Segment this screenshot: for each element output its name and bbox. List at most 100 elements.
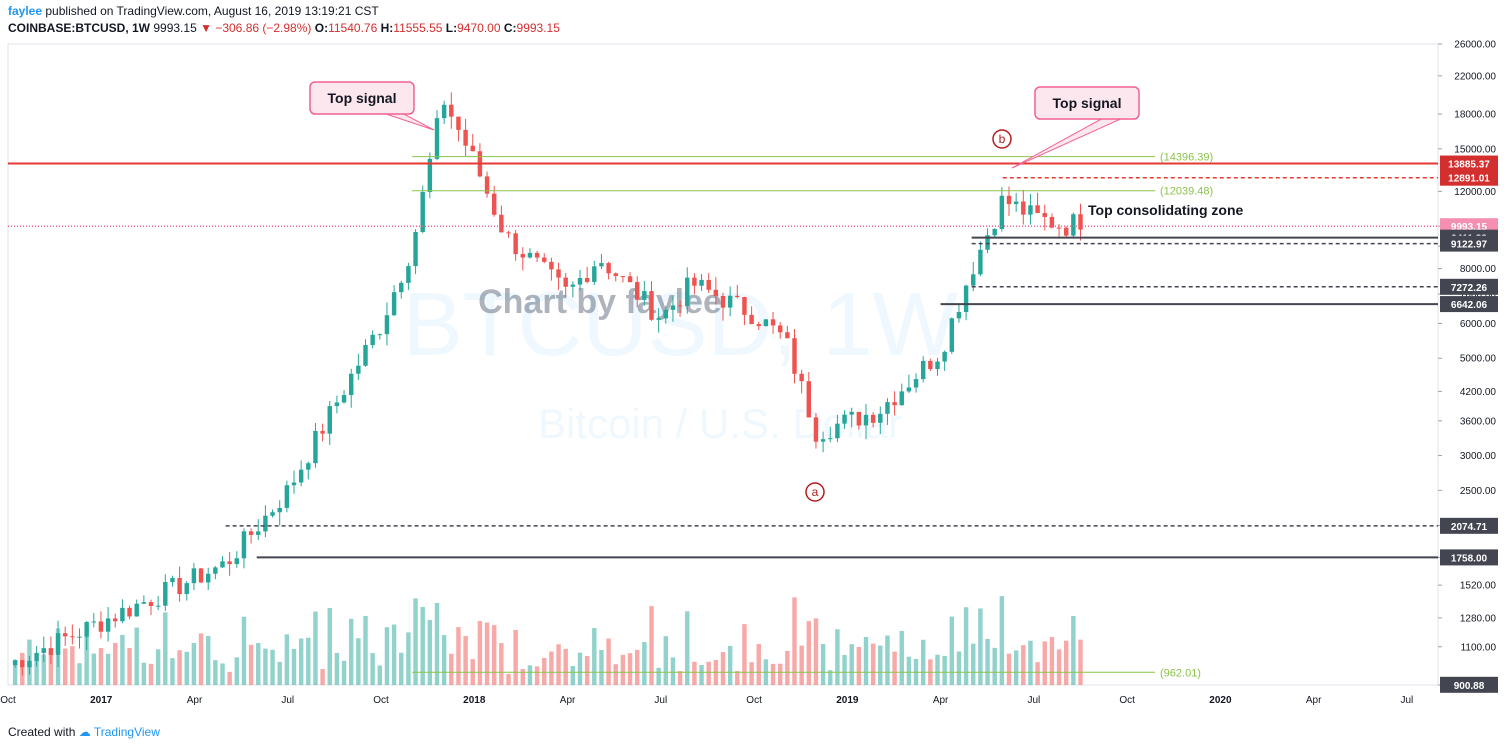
x-tick-label: Jul bbox=[654, 695, 667, 706]
volume-bar bbox=[627, 653, 633, 685]
candle-body bbox=[1013, 201, 1019, 205]
y-tick-label: 1100.00 bbox=[1461, 642, 1497, 653]
volume-bar bbox=[484, 622, 490, 685]
candle-body bbox=[1021, 201, 1026, 215]
candle-body bbox=[134, 603, 139, 617]
x-tick-label: Jul bbox=[281, 695, 294, 706]
volume-bar bbox=[270, 649, 275, 685]
volume-bar bbox=[434, 602, 440, 685]
open-value: 11540.76 bbox=[328, 21, 378, 35]
volume-bar bbox=[870, 643, 876, 685]
candle-body bbox=[434, 118, 440, 159]
volume-bar bbox=[134, 627, 139, 685]
volume-bar bbox=[263, 648, 268, 685]
candle-body bbox=[656, 318, 661, 320]
candle-body bbox=[205, 573, 211, 583]
volume-bar bbox=[34, 660, 39, 685]
candle-body bbox=[62, 633, 68, 637]
candle-body bbox=[1063, 227, 1069, 236]
volume-bar bbox=[906, 656, 912, 685]
y-tick-label: 1280.00 bbox=[1460, 613, 1497, 624]
volume-bar bbox=[720, 652, 726, 685]
volume-bar bbox=[98, 648, 104, 685]
candle-body bbox=[370, 334, 375, 346]
volume-bar bbox=[205, 635, 211, 685]
candle-body bbox=[220, 561, 225, 568]
callout-top-signal-2017-text: Top signal bbox=[328, 90, 397, 106]
volume-bar bbox=[606, 638, 611, 685]
candle-body bbox=[1028, 205, 1033, 215]
volume-bar bbox=[806, 621, 812, 685]
volume-bar bbox=[649, 606, 654, 685]
volume-bar bbox=[248, 644, 254, 685]
volume-bar bbox=[735, 671, 740, 685]
volume-bar bbox=[413, 598, 418, 685]
candle-body bbox=[320, 430, 325, 434]
candle-body bbox=[634, 282, 640, 300]
candle-body bbox=[727, 295, 733, 308]
candle-body bbox=[670, 305, 676, 310]
volume-bar bbox=[1049, 637, 1055, 685]
plot-area[interactable] bbox=[7, 43, 1439, 686]
candle-body bbox=[971, 274, 976, 286]
candle-body bbox=[155, 605, 161, 607]
candle-body bbox=[942, 351, 947, 362]
volume-bar bbox=[963, 607, 969, 685]
candle-body bbox=[770, 319, 776, 326]
candle-body bbox=[341, 395, 347, 403]
open-label: O: bbox=[314, 21, 329, 35]
callout-top-signal-2019-box[interactable] bbox=[1034, 86, 1140, 120]
volume-bar bbox=[234, 657, 240, 685]
tradingview-link[interactable]: TradingView bbox=[93, 725, 160, 739]
candle-body bbox=[363, 345, 368, 366]
volume-bar bbox=[406, 632, 411, 685]
candle-body bbox=[306, 463, 311, 470]
last-price: 9993.15 bbox=[153, 21, 197, 35]
y-tick-label: 7000.00 bbox=[1460, 290, 1497, 301]
candle-body bbox=[749, 314, 754, 325]
volume-bar bbox=[949, 616, 955, 685]
volume-bar bbox=[141, 662, 147, 685]
volume-bar bbox=[592, 627, 597, 685]
volume-bar bbox=[184, 651, 189, 685]
candle-body bbox=[177, 578, 182, 595]
candle-body bbox=[148, 602, 154, 607]
volume-bar bbox=[542, 657, 547, 685]
candle-body bbox=[298, 469, 304, 483]
x-tick-label: Apr bbox=[187, 695, 203, 706]
volume-bar bbox=[1006, 653, 1012, 685]
candle-body bbox=[1042, 213, 1047, 217]
candle-body bbox=[777, 325, 783, 333]
wave-a-marker: a bbox=[812, 485, 819, 499]
candle-body bbox=[913, 379, 919, 388]
volume-bar bbox=[785, 650, 790, 685]
candle-body bbox=[649, 291, 654, 320]
candle-body bbox=[756, 324, 761, 327]
volume-bar bbox=[477, 620, 483, 685]
callout-top-signal-2017-box[interactable] bbox=[309, 81, 415, 115]
volume-bar bbox=[971, 643, 976, 685]
candle-body bbox=[170, 578, 175, 583]
volume-bar bbox=[220, 663, 225, 685]
candle-body bbox=[499, 214, 504, 233]
volume-bar bbox=[327, 608, 332, 685]
candle-body bbox=[456, 116, 461, 130]
volume-bar bbox=[1056, 649, 1062, 685]
tradingview-icon: ☁ bbox=[78, 725, 91, 739]
candle-body bbox=[1035, 205, 1040, 214]
volume-bar bbox=[91, 653, 97, 685]
volume-bar bbox=[556, 644, 561, 685]
candle-body bbox=[184, 583, 189, 595]
volume-bar bbox=[499, 643, 504, 685]
candle-body bbox=[191, 568, 197, 584]
volume-bar bbox=[463, 635, 468, 685]
volume-bar bbox=[84, 636, 89, 685]
author-link[interactable]: faylee bbox=[8, 4, 43, 18]
candle-body bbox=[828, 438, 833, 440]
volume-bar bbox=[956, 651, 962, 685]
candle-body bbox=[806, 381, 812, 418]
candle-body bbox=[663, 309, 669, 319]
volume-bar bbox=[506, 673, 511, 685]
volume-bar bbox=[113, 642, 118, 685]
